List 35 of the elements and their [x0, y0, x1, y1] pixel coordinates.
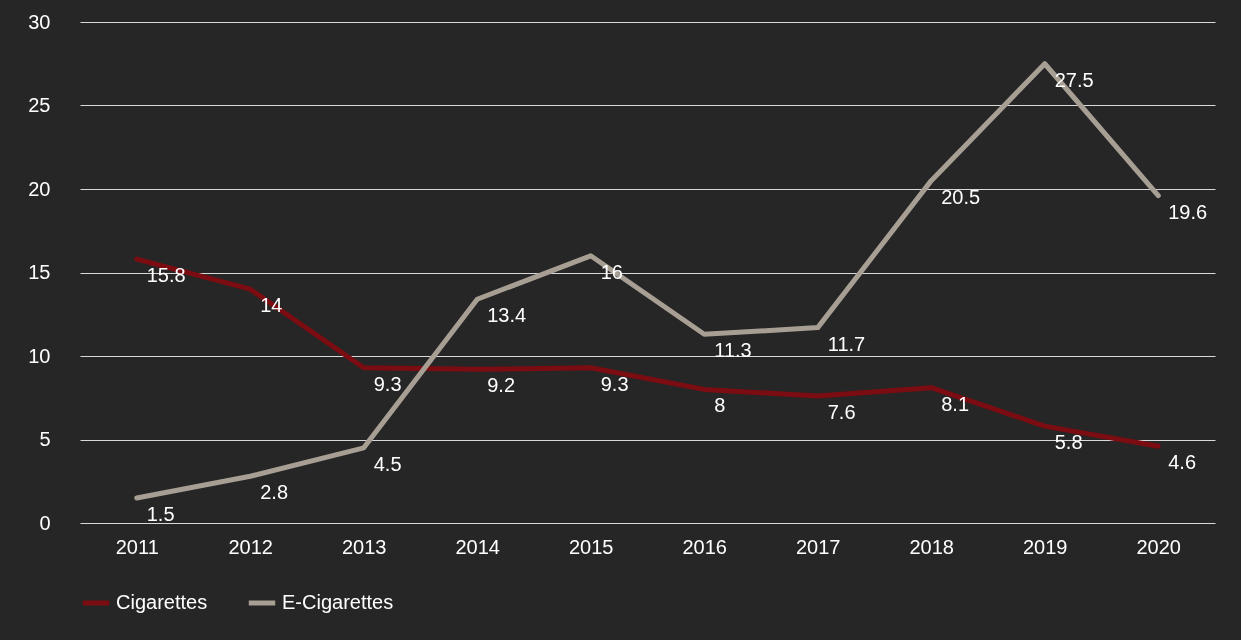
y-tick-label: 30 [28, 10, 51, 33]
x-tick-label: 2019 [1023, 535, 1068, 558]
y-tick-label: 0 [39, 511, 51, 534]
data-label: 1.5 [146, 502, 175, 525]
data-label: 19.6 [1168, 200, 1208, 223]
data-label: 11.7 [827, 332, 866, 355]
x-tick-label: 2017 [796, 535, 841, 558]
x-tick-label: 2011 [115, 535, 159, 558]
legend-label: Cigarettes [116, 591, 208, 613]
data-label: 2.8 [260, 481, 289, 504]
y-tick-label: 15 [28, 261, 51, 283]
data-label: 20.5 [941, 185, 981, 208]
x-tick-label: 2018 [909, 535, 954, 558]
data-label: 14 [260, 294, 283, 317]
data-label: 11.3 [714, 339, 752, 362]
x-tick-label: 2014 [455, 535, 500, 558]
legend-label: E-Cigarettes [282, 591, 394, 613]
data-label: 9.3 [600, 372, 629, 395]
y-tick-label: 25 [28, 94, 51, 116]
data-label: 13.4 [487, 304, 527, 327]
x-tick-label: 2012 [228, 535, 273, 558]
x-tick-label: 2013 [342, 535, 387, 558]
y-tick-label: 20 [28, 177, 51, 200]
data-label: 8 [714, 394, 726, 417]
y-tick-label: 5 [39, 428, 51, 450]
data-label: 9.2 [487, 374, 516, 397]
x-tick-label: 2016 [682, 535, 727, 558]
data-label: 8.1 [941, 392, 970, 415]
data-label: 7.6 [827, 401, 856, 424]
data-label: 4.5 [373, 452, 402, 475]
data-label: 4.6 [1168, 451, 1197, 474]
data-label: 9.3 [373, 372, 402, 395]
x-tick-label: 2015 [569, 535, 614, 558]
y-tick-label: 10 [28, 344, 51, 367]
x-tick-label: 2020 [1136, 535, 1181, 558]
